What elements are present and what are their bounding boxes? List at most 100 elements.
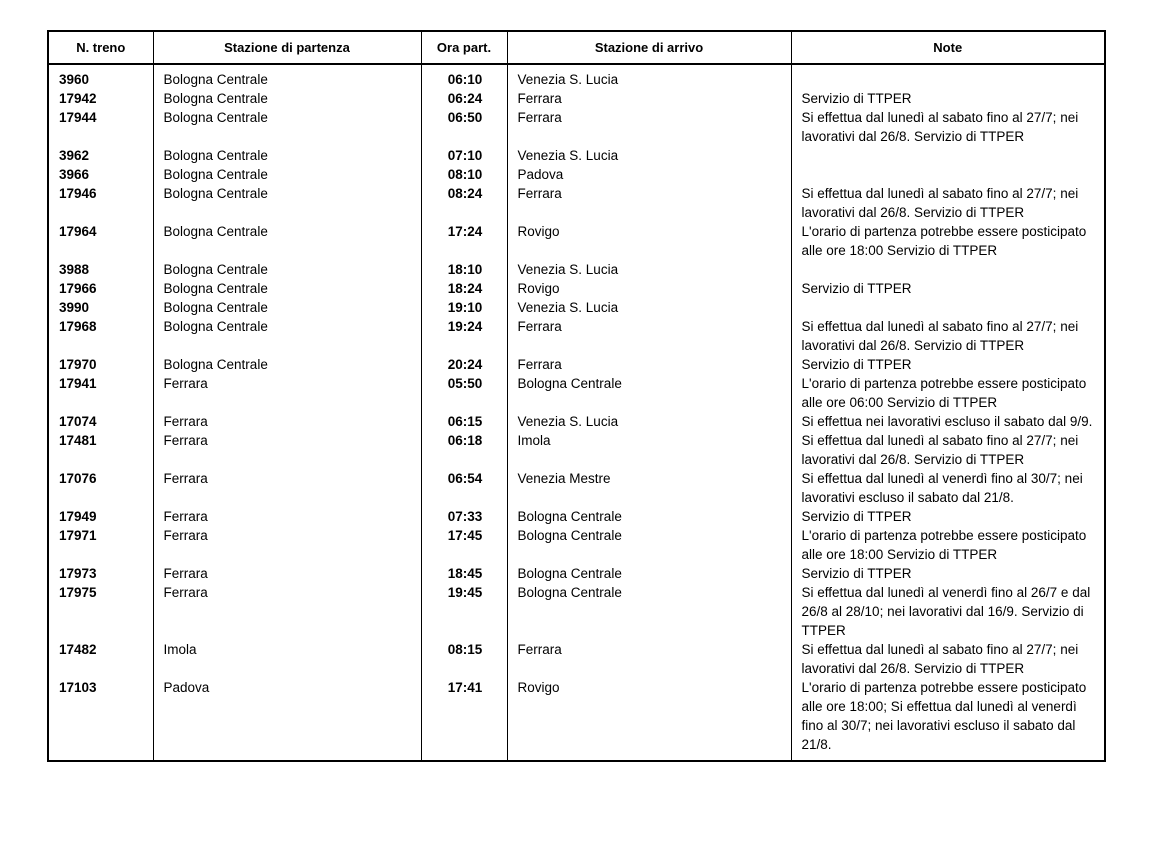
cell-note: [790, 298, 1106, 317]
cell-partenza: Bologna Centrale: [152, 355, 422, 374]
cell-ora: 06:18: [420, 431, 508, 469]
cell-treno: 17964: [47, 222, 154, 260]
column-header-arrivo: Stazione di arrivo: [506, 30, 792, 65]
cell-treno: 17971: [47, 526, 154, 564]
cell-partenza: Bologna Centrale: [152, 146, 422, 165]
cell-ora: 17:45: [420, 526, 508, 564]
table-row: 3990 Bologna Centrale 19:10 Venezia S. Luci…: [47, 298, 1106, 317]
cell-arrivo: Venezia Mestre: [506, 469, 792, 507]
cell-ora: 07:33: [420, 507, 508, 526]
cell-ora: 06:54: [420, 469, 508, 507]
cell-partenza: Bologna Centrale: [152, 317, 422, 355]
cell-note: Si effettua dal lunedì al venerdì fino a…: [790, 583, 1106, 640]
cell-ora: 19:24: [420, 317, 508, 355]
cell-treno: 17949: [47, 507, 154, 526]
table-row: 17103 Padova 17:41 Rovigo L'orario di parten…: [47, 678, 1106, 761]
table-row: 17941 Ferrara 05:50 Bologna Centrale L'orari…: [47, 374, 1106, 412]
cell-partenza: Bologna Centrale: [152, 165, 422, 184]
cell-ora: 07:10: [420, 146, 508, 165]
cell-treno: 17074: [47, 412, 154, 431]
cell-treno: 3988: [47, 260, 154, 279]
cell-partenza: Bologna Centrale: [152, 184, 422, 222]
table-row: 17946 Bologna Centrale 08:24 Ferrara Si effe…: [47, 184, 1106, 222]
cell-ora: 06:10: [420, 64, 508, 89]
cell-ora: 18:24: [420, 279, 508, 298]
cell-arrivo: Venezia S. Lucia: [506, 64, 792, 89]
table-row: 3962 Bologna Centrale 07:10 Venezia S. Luci…: [47, 146, 1106, 165]
cell-arrivo: Venezia S. Lucia: [506, 412, 792, 431]
table-row: 17970 Bologna Centrale 20:24 Ferrara Servizi…: [47, 355, 1106, 374]
cell-note: Si effettua dal lunedì al sabato fino al…: [790, 317, 1106, 355]
cell-arrivo: Bologna Centrale: [506, 564, 792, 583]
cell-ora: 06:24: [420, 89, 508, 108]
cell-ora: 06:15: [420, 412, 508, 431]
table-row: 17971 Ferrara 17:45 Bologna Centrale L'orari…: [47, 526, 1106, 564]
cell-treno: 17975: [47, 583, 154, 640]
cell-ora: 08:24: [420, 184, 508, 222]
cell-ora: 17:24: [420, 222, 508, 260]
cell-arrivo: Venezia S. Lucia: [506, 146, 792, 165]
table-row: 17074 Ferrara 06:15 Venezia S. Lucia Si effe…: [47, 412, 1106, 431]
cell-partenza: Ferrara: [152, 431, 422, 469]
table-row: 17964 Bologna Centrale 17:24 Rovigo L'orario…: [47, 222, 1106, 260]
cell-arrivo: Ferrara: [506, 184, 792, 222]
cell-ora: 20:24: [420, 355, 508, 374]
cell-treno: 17076: [47, 469, 154, 507]
table-row: 17076 Ferrara 06:54 Venezia Mestre Si effett…: [47, 469, 1106, 507]
cell-treno: 17944: [47, 108, 154, 146]
cell-note: Si effettua dal lunedì al sabato fino al…: [790, 640, 1106, 678]
cell-arrivo: Ferrara: [506, 317, 792, 355]
table-row: 3960 Bologna Centrale 06:10 Venezia S. Luci…: [47, 64, 1106, 89]
cell-note: Servizio di TTPER: [790, 507, 1106, 526]
cell-note: Si effettua dal lunedì al sabato fino al…: [790, 431, 1106, 469]
cell-treno: 17941: [47, 374, 154, 412]
cell-ora: 08:10: [420, 165, 508, 184]
cell-partenza: Imola: [152, 640, 422, 678]
cell-note: L'orario di partenza potrebbe essere pos…: [790, 526, 1106, 564]
cell-arrivo: Bologna Centrale: [506, 526, 792, 564]
cell-partenza: Padova: [152, 678, 422, 761]
cell-ora: 18:45: [420, 564, 508, 583]
cell-partenza: Bologna Centrale: [152, 64, 422, 89]
cell-treno: 17481: [47, 431, 154, 469]
cell-note: L'orario di partenza potrebbe essere pos…: [790, 678, 1106, 761]
cell-note: Si effettua nei lavorativi escluso il sa…: [790, 412, 1106, 431]
cell-note: L'orario di partenza potrebbe essere pos…: [790, 222, 1106, 260]
cell-treno: 3990: [47, 298, 154, 317]
cell-arrivo: Ferrara: [506, 108, 792, 146]
table-row: 17973 Ferrara 18:45 Bologna Centrale Servizi…: [47, 564, 1106, 583]
cell-treno: 17942: [47, 89, 154, 108]
cell-note: [790, 146, 1106, 165]
cell-partenza: Ferrara: [152, 412, 422, 431]
cell-partenza: Ferrara: [152, 469, 422, 507]
cell-partenza: Bologna Centrale: [152, 108, 422, 146]
cell-treno: 17966: [47, 279, 154, 298]
cell-arrivo: Venezia S. Lucia: [506, 260, 792, 279]
cell-note: [790, 165, 1106, 184]
cell-note: L'orario di partenza potrebbe essere pos…: [790, 374, 1106, 412]
table-row: 17966 Bologna Centrale 18:24 Rovigo Servizio…: [47, 279, 1106, 298]
cell-arrivo: Bologna Centrale: [506, 507, 792, 526]
cell-partenza: Ferrara: [152, 583, 422, 640]
cell-ora: 05:50: [420, 374, 508, 412]
table-row: 17975 Ferrara 19:45 Bologna Centrale Si effe…: [47, 583, 1106, 640]
cell-partenza: Ferrara: [152, 526, 422, 564]
cell-note: Servizio di TTPER: [790, 279, 1106, 298]
table-header: N. treno Stazione di partenza Ora part. Sta…: [47, 30, 1106, 65]
table-row: 17944 Bologna Centrale 06:50 Ferrara Si effe…: [47, 108, 1106, 146]
cell-note: Servizio di TTPER: [790, 89, 1106, 108]
cell-note: Si effettua dal lunedì al sabato fino al…: [790, 108, 1106, 146]
cell-note: [790, 64, 1106, 89]
cell-treno: 17968: [47, 317, 154, 355]
cell-ora: 19:45: [420, 583, 508, 640]
cell-arrivo: Ferrara: [506, 355, 792, 374]
cell-partenza: Ferrara: [152, 374, 422, 412]
table-row: 3966 Bologna Centrale 08:10 Padova: [47, 165, 1106, 184]
cell-arrivo: Ferrara: [506, 89, 792, 108]
column-header-note: Note: [790, 30, 1106, 65]
cell-treno: 17103: [47, 678, 154, 761]
cell-partenza: Ferrara: [152, 564, 422, 583]
cell-arrivo: Bologna Centrale: [506, 583, 792, 640]
cell-partenza: Bologna Centrale: [152, 222, 422, 260]
cell-treno: 3962: [47, 146, 154, 165]
